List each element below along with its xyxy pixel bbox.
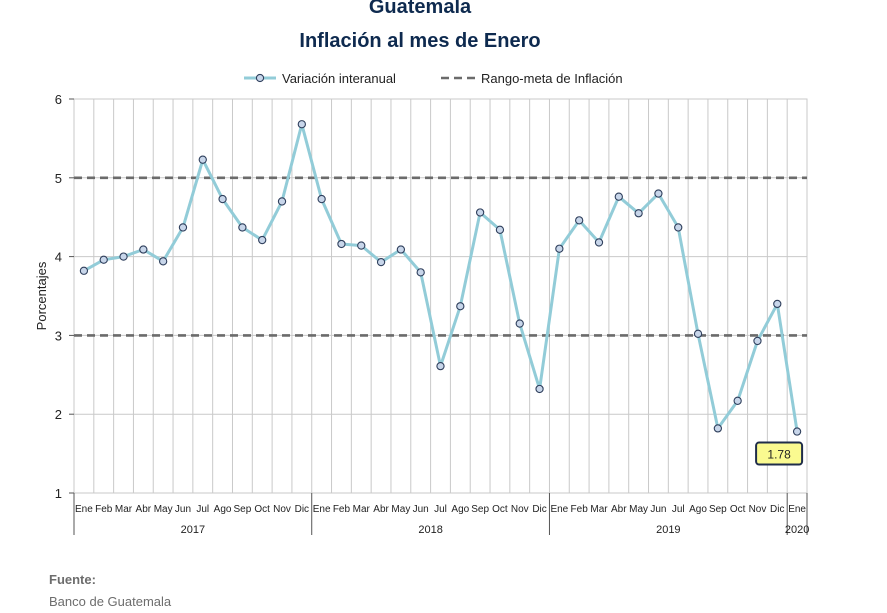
chart-title: Guatemala [368,0,472,18]
year-label: 2017 [181,524,205,536]
x-tick-label: Oct [492,504,508,515]
y-tick-label: 1 [55,486,62,501]
y-tick-label: 2 [55,407,62,422]
x-tick-label: Jul [434,504,447,515]
data-point [297,120,306,129]
x-tick-label: Feb [333,504,351,515]
data-point [79,266,89,275]
x-tick-label: Ago [689,504,707,515]
data-point [396,245,406,254]
x-tick-label: Dic [295,504,309,515]
series-line [83,122,799,432]
data-point [198,155,207,164]
chart-subtitle: Inflación al mes de Enero [299,30,541,52]
data-point [773,299,782,309]
x-tick-label: Sep [709,504,727,515]
x-tick-label: Jun [413,504,429,515]
data-point [753,336,762,346]
x-tick-label: Mar [353,504,371,515]
data-point [376,257,386,267]
y-tick-label: 5 [55,171,62,186]
data-point [515,319,524,328]
x-tick-label: Oct [254,504,270,515]
data-point [436,361,445,371]
data-point [792,427,802,436]
data-point [139,245,148,254]
x-tick-label: Mar [590,504,608,515]
x-tick-label: Ago [451,504,469,515]
data-point [357,241,366,250]
data-point [634,209,643,218]
data-point [594,238,604,247]
x-tick-label: Ene [313,504,331,515]
source-label: Fuente: [49,572,96,587]
year-label: 2019 [656,524,680,536]
data-point [456,302,465,311]
data-point [218,194,227,204]
x-tick-label: Ene [75,504,93,515]
y-tick-label: 3 [55,328,62,343]
data-point [475,208,485,217]
x-tick-label: Jun [650,504,666,515]
data-point [674,223,683,232]
y-axis-label: Porcentajes [34,261,49,330]
x-tick-label: Mar [115,504,133,515]
legend-label: Rango-meta de Inflación [481,71,623,86]
source-value: Banco de Guatemala [49,594,172,609]
x-tick-label: Feb [95,504,113,515]
x-tick-label: Abr [136,504,152,515]
data-label: 1.78 [767,448,791,462]
data-point [733,396,742,405]
x-tick-label: Nov [749,504,767,515]
x-tick-label: Nov [511,504,529,515]
data-point [337,239,346,249]
x-tick-label: Sep [233,504,251,515]
x-tick-label: May [629,504,648,515]
x-tick-label: Ago [214,504,232,515]
x-tick-label: May [391,504,410,515]
x-tick-label: Jun [175,504,191,515]
x-tick-label: Sep [471,504,489,515]
data-point [238,223,247,232]
x-tick-label: Abr [611,504,627,515]
x-tick-label: Nov [273,504,291,515]
data-point [575,216,584,225]
data-point [535,384,544,394]
x-tick-label: Dic [532,504,546,515]
x-tick-label: Ene [788,504,806,515]
legend-marker-swatch [255,73,265,83]
data-point [99,255,108,264]
data-point [277,197,287,206]
data-point [555,244,564,253]
y-tick-label: 6 [55,92,62,107]
x-tick-label: Jul [196,504,209,515]
x-tick-label: Jul [672,504,685,515]
data-point [119,252,128,261]
data-point [495,225,505,234]
data-point [614,192,623,201]
data-point [317,194,326,204]
data-point [713,424,723,433]
data-label-box [755,441,804,466]
data-point [693,329,703,338]
x-tick-label: Dic [770,504,784,515]
x-tick-label: Feb [571,504,589,515]
x-tick-label: May [154,504,173,515]
year-label: 2018 [418,524,442,536]
legend-label: Variación interanual [282,71,396,86]
plot-area [73,98,808,494]
data-point [178,223,188,232]
x-tick-label: Oct [730,504,746,515]
data-point [158,257,168,266]
year-label: 2020 [785,524,809,536]
data-point [258,235,267,245]
y-tick-label: 4 [55,250,62,265]
x-tick-label: Abr [373,504,389,515]
x-tick-label: Ene [550,504,568,515]
data-point [654,189,663,198]
data-point [416,268,425,277]
